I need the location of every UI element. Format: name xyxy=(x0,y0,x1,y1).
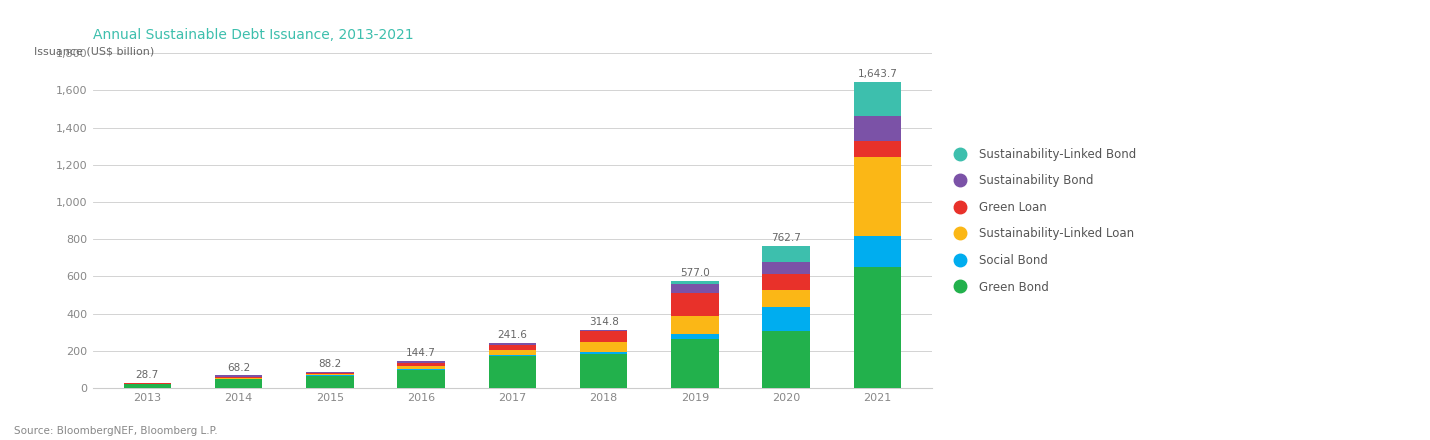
Bar xyxy=(854,267,901,388)
Bar xyxy=(398,361,445,363)
Bar xyxy=(671,334,718,339)
Text: Annual Sustainable Debt Issuance, 2013-2021: Annual Sustainable Debt Issuance, 2013-2… xyxy=(93,28,413,42)
Bar xyxy=(671,339,718,388)
Bar xyxy=(489,350,536,355)
Bar xyxy=(306,374,353,375)
Text: 577.0: 577.0 xyxy=(681,268,709,278)
Bar xyxy=(489,355,536,356)
Bar xyxy=(214,375,262,377)
Bar xyxy=(306,376,353,388)
Bar xyxy=(398,369,445,370)
Bar xyxy=(762,274,809,290)
Bar xyxy=(854,235,901,267)
Text: 241.6: 241.6 xyxy=(498,330,528,341)
Bar xyxy=(854,140,901,158)
Bar xyxy=(214,378,262,379)
Bar xyxy=(762,290,809,307)
Bar xyxy=(581,352,628,354)
Legend: Sustainability-Linked Bond, Sustainability Bond, Green Loan, Sustainability-Link: Sustainability-Linked Bond, Sustainabili… xyxy=(942,142,1143,300)
Bar xyxy=(854,158,901,235)
Bar xyxy=(489,345,536,350)
Bar xyxy=(398,363,445,367)
Bar xyxy=(214,377,262,378)
Bar xyxy=(581,341,628,352)
Bar xyxy=(398,367,445,369)
Bar xyxy=(854,82,901,116)
Bar xyxy=(671,315,718,334)
Text: Source: BloombergNEF, Bloomberg L.P.: Source: BloombergNEF, Bloomberg L.P. xyxy=(14,425,217,436)
Bar xyxy=(854,116,901,140)
Text: 762.7: 762.7 xyxy=(771,233,801,243)
Bar xyxy=(306,372,353,373)
Text: 88.2: 88.2 xyxy=(319,359,342,369)
Bar xyxy=(306,375,353,376)
Bar xyxy=(762,307,809,331)
Text: 68.2: 68.2 xyxy=(227,363,250,373)
Bar xyxy=(581,354,628,388)
Text: 144.7: 144.7 xyxy=(406,348,436,359)
Text: 1,643.7: 1,643.7 xyxy=(858,70,897,79)
Bar xyxy=(762,246,809,261)
Bar xyxy=(123,384,172,388)
Bar xyxy=(489,343,536,345)
Bar xyxy=(671,293,718,315)
Bar xyxy=(581,331,628,341)
Bar xyxy=(214,379,262,388)
Bar xyxy=(489,356,536,388)
Bar xyxy=(762,261,809,274)
Bar xyxy=(762,331,809,388)
Bar xyxy=(398,370,445,388)
Y-axis label: Issuance (US$ billion): Issuance (US$ billion) xyxy=(34,46,154,56)
Bar xyxy=(671,281,718,284)
Bar xyxy=(306,373,353,374)
Bar xyxy=(123,383,172,384)
Text: 28.7: 28.7 xyxy=(136,370,159,380)
Bar xyxy=(581,330,628,331)
Text: 314.8: 314.8 xyxy=(589,317,619,327)
Bar xyxy=(671,284,718,293)
